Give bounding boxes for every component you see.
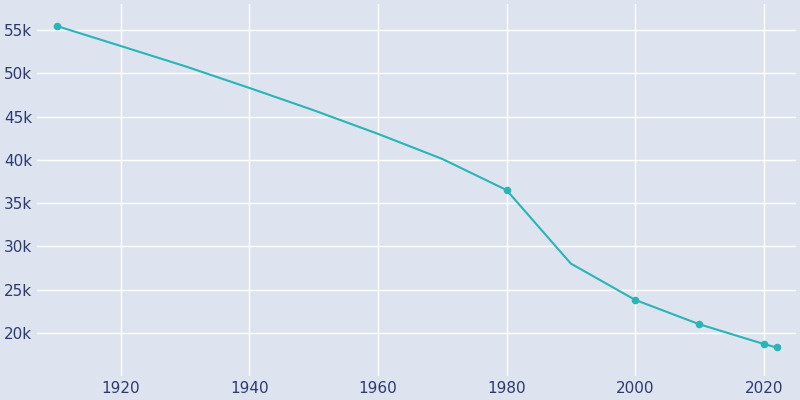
Point bbox=[500, 187, 513, 193]
Point bbox=[50, 23, 63, 29]
Point bbox=[758, 341, 770, 347]
Point bbox=[693, 321, 706, 328]
Point bbox=[770, 344, 783, 351]
Point bbox=[629, 297, 642, 303]
